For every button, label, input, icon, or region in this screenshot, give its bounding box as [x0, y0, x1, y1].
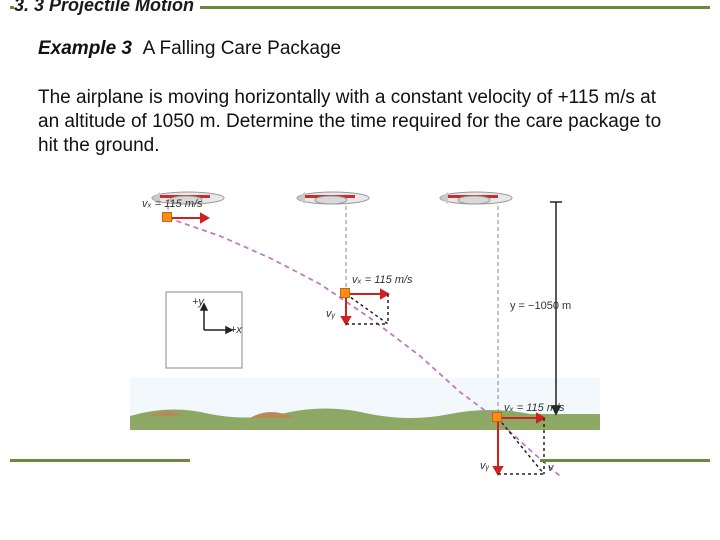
problem-text: The airplane is moving horizontally with…	[38, 86, 680, 157]
footer-rule-right	[540, 459, 710, 462]
axis-x-label: +x	[230, 324, 242, 336]
axis-y-label: +y	[192, 296, 204, 308]
package-icon	[492, 412, 502, 422]
example-heading: Example 3 A Falling Care Package	[38, 38, 341, 60]
package-icon	[340, 288, 350, 298]
diagram-svg	[130, 178, 600, 478]
example-subtitle: A Falling Care Package	[143, 38, 342, 59]
package-icon	[162, 212, 172, 222]
altitude-label: y = −1050 m	[510, 300, 571, 312]
v-label-bot: v	[548, 462, 554, 474]
vx-label-1: vₓ = 115 m/s	[142, 198, 203, 210]
vx-label-3: vₓ = 115 m/s	[504, 402, 565, 414]
footer-rule-left	[10, 459, 190, 462]
projectile-diagram: vₓ = 115 m/s vₓ = 115 m/s vₓ = 115 m/s v…	[130, 178, 600, 478]
vx-label-2: vₓ = 115 m/s	[352, 274, 413, 286]
vy-label-mid: vᵧ	[326, 308, 336, 320]
airplane-icon	[428, 182, 518, 210]
airplane-icon	[285, 182, 375, 210]
section-title: 3. 3 Projectile Motion	[14, 0, 200, 16]
example-label: Example 3	[38, 38, 132, 59]
vy-label-bot: vᵧ	[480, 460, 490, 472]
